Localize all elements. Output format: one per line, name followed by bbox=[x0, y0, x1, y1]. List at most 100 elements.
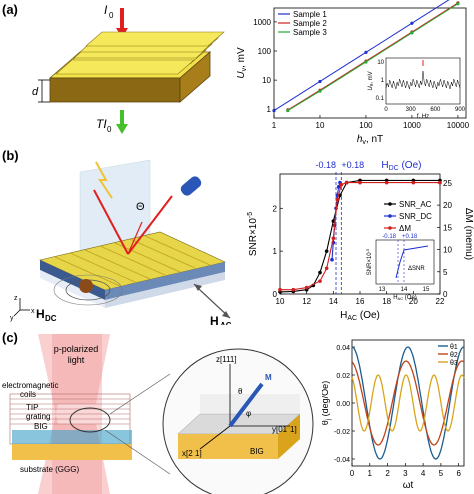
y-right-tick-label: 0 bbox=[443, 290, 448, 299]
top-annot-left: -0.18 bbox=[315, 160, 336, 170]
inset-ylabel: SNR×10-5 bbox=[365, 248, 373, 275]
y-tick-label: 10 bbox=[262, 76, 271, 85]
data-point bbox=[410, 21, 414, 25]
series-line-3 bbox=[351, 374, 465, 432]
incident-sub: 0 bbox=[109, 11, 114, 20]
data-point bbox=[336, 185, 341, 189]
z-axis-label: z[111] bbox=[216, 355, 237, 364]
x-tick-label: 1 bbox=[272, 121, 277, 130]
inset-top-left: -0.18 bbox=[382, 234, 396, 240]
chart-b-ylabel: SNR×10-5 bbox=[247, 212, 259, 256]
data-point bbox=[286, 108, 290, 113]
light-label-2: light bbox=[68, 355, 85, 365]
data-point bbox=[331, 219, 336, 223]
y-tick-label: -0.04 bbox=[334, 457, 350, 464]
x-tick-label: 10 bbox=[316, 121, 325, 130]
panel-label-a: (a) bbox=[2, 2, 18, 17]
x-tick-label: 22 bbox=[436, 297, 445, 306]
legend-label: Sample 3 bbox=[293, 28, 327, 37]
data-point bbox=[438, 180, 442, 185]
y-right-tick-label: 5 bbox=[443, 268, 448, 277]
x-tick-label: 14 bbox=[329, 297, 338, 306]
x-tick-label: 6 bbox=[456, 469, 461, 478]
inset-delta-label: ΔSNR bbox=[408, 266, 425, 272]
axis-x: x bbox=[31, 308, 35, 315]
x-tick-label: 16 bbox=[356, 297, 365, 306]
y-tick-label: 1 bbox=[267, 105, 272, 114]
chart-a-xlabel: hv, nT bbox=[357, 134, 383, 146]
data-point bbox=[324, 249, 329, 253]
y-tick-label: -0.02 bbox=[334, 429, 350, 436]
theta-label: Θ bbox=[136, 201, 145, 213]
chart-c-xlabel: ωt bbox=[403, 480, 414, 491]
chart-a-ylabel: Uv, mV bbox=[236, 47, 248, 79]
transmitted-label: TI bbox=[96, 117, 107, 131]
chart-b: -0.18 +0.18 HDC (Oe)10 12 14 16 18 20 2201205101… bbox=[247, 160, 474, 322]
data-point bbox=[411, 180, 416, 185]
big-label: BIG bbox=[34, 422, 48, 431]
tip-label: TIP bbox=[26, 403, 38, 412]
transmitted-sub: 0 bbox=[107, 125, 112, 134]
chart-b-xlabel: HAC (Oe) bbox=[340, 310, 380, 322]
data-point bbox=[324, 266, 329, 271]
data-point bbox=[318, 279, 322, 283]
legend-label: SNR_AC bbox=[399, 200, 432, 209]
inset-x-tick-label: 15 bbox=[423, 287, 430, 293]
x-tick-label: 4 bbox=[421, 469, 426, 478]
inset-a-trace bbox=[385, 70, 461, 90]
y-tick-label: 2 bbox=[273, 204, 278, 213]
inset-b-frame bbox=[375, 239, 435, 285]
thickness-label: d bbox=[32, 86, 39, 98]
big2-label: BIG bbox=[250, 447, 264, 456]
y-tick-label: 0.02 bbox=[336, 373, 350, 380]
y-axis-label: y[01 bbox=[272, 425, 288, 434]
data-point bbox=[344, 180, 349, 185]
panel-b-diagram: Θ H AC H DC z x y bbox=[10, 159, 232, 325]
chart-c-frame bbox=[351, 339, 465, 467]
data-point bbox=[335, 197, 340, 202]
panel-label-c: (c) bbox=[2, 330, 18, 345]
substrate-label: substrate (GGG) bbox=[20, 465, 79, 474]
hdc-sub: DC bbox=[45, 314, 57, 323]
y-axis-label-2: 1] bbox=[290, 425, 297, 434]
theta-c-label: θ bbox=[238, 387, 243, 396]
data-point bbox=[364, 60, 368, 64]
y-tick-label: 100 bbox=[258, 47, 272, 56]
inset-xlabel: HAC (Oe) bbox=[393, 295, 417, 301]
legend-label: Sample 1 bbox=[293, 10, 327, 19]
axis-z: z bbox=[14, 295, 18, 302]
y-right-tick-label: 20 bbox=[443, 201, 452, 210]
x-tick-label: 3 bbox=[403, 469, 408, 478]
data-point bbox=[456, 2, 460, 6]
x-tick-label: 18 bbox=[382, 297, 391, 306]
data-point bbox=[291, 287, 296, 292]
phi-label: φ bbox=[246, 409, 251, 418]
x-tick-label: 1000 bbox=[403, 121, 421, 130]
y-tick-label: 0.04 bbox=[336, 345, 350, 352]
inset-y-tick-label: 1 bbox=[381, 78, 385, 84]
x-tick-label: 12 bbox=[302, 297, 311, 306]
legend-marker bbox=[388, 226, 392, 230]
x-tick-label: 1 bbox=[368, 469, 373, 478]
panel-c-diagram: p-polarized light electromagnetic coils … bbox=[2, 334, 314, 494]
coils-label: electromagnetic bbox=[2, 381, 58, 390]
y-right-tick-label: 15 bbox=[443, 223, 452, 232]
y-tick-label: 0.00 bbox=[336, 401, 350, 408]
panel-a-diagram: I 0 d TI 0 bbox=[32, 3, 225, 134]
legend-label: Sample 2 bbox=[293, 19, 327, 28]
data-point bbox=[339, 182, 344, 187]
top-annot-right: +0.18 bbox=[341, 160, 364, 170]
y-right-tick-label: 10 bbox=[443, 246, 452, 255]
chart-b-ylabel-right: ΔM (memu) bbox=[463, 208, 474, 260]
inset-ylabel: Uv, mV bbox=[368, 71, 375, 90]
top-annot-hdc: HDC (Oe) bbox=[381, 160, 421, 172]
data-point bbox=[318, 270, 322, 275]
coils-label-2: coils bbox=[20, 390, 36, 399]
y-tick-label: 1000 bbox=[253, 18, 271, 27]
data-point bbox=[304, 285, 309, 290]
inset-x-tick-label: 300 bbox=[406, 107, 417, 113]
data-point bbox=[318, 89, 322, 93]
legend-marker bbox=[388, 202, 392, 206]
x-tick-label: 100 bbox=[359, 121, 373, 130]
